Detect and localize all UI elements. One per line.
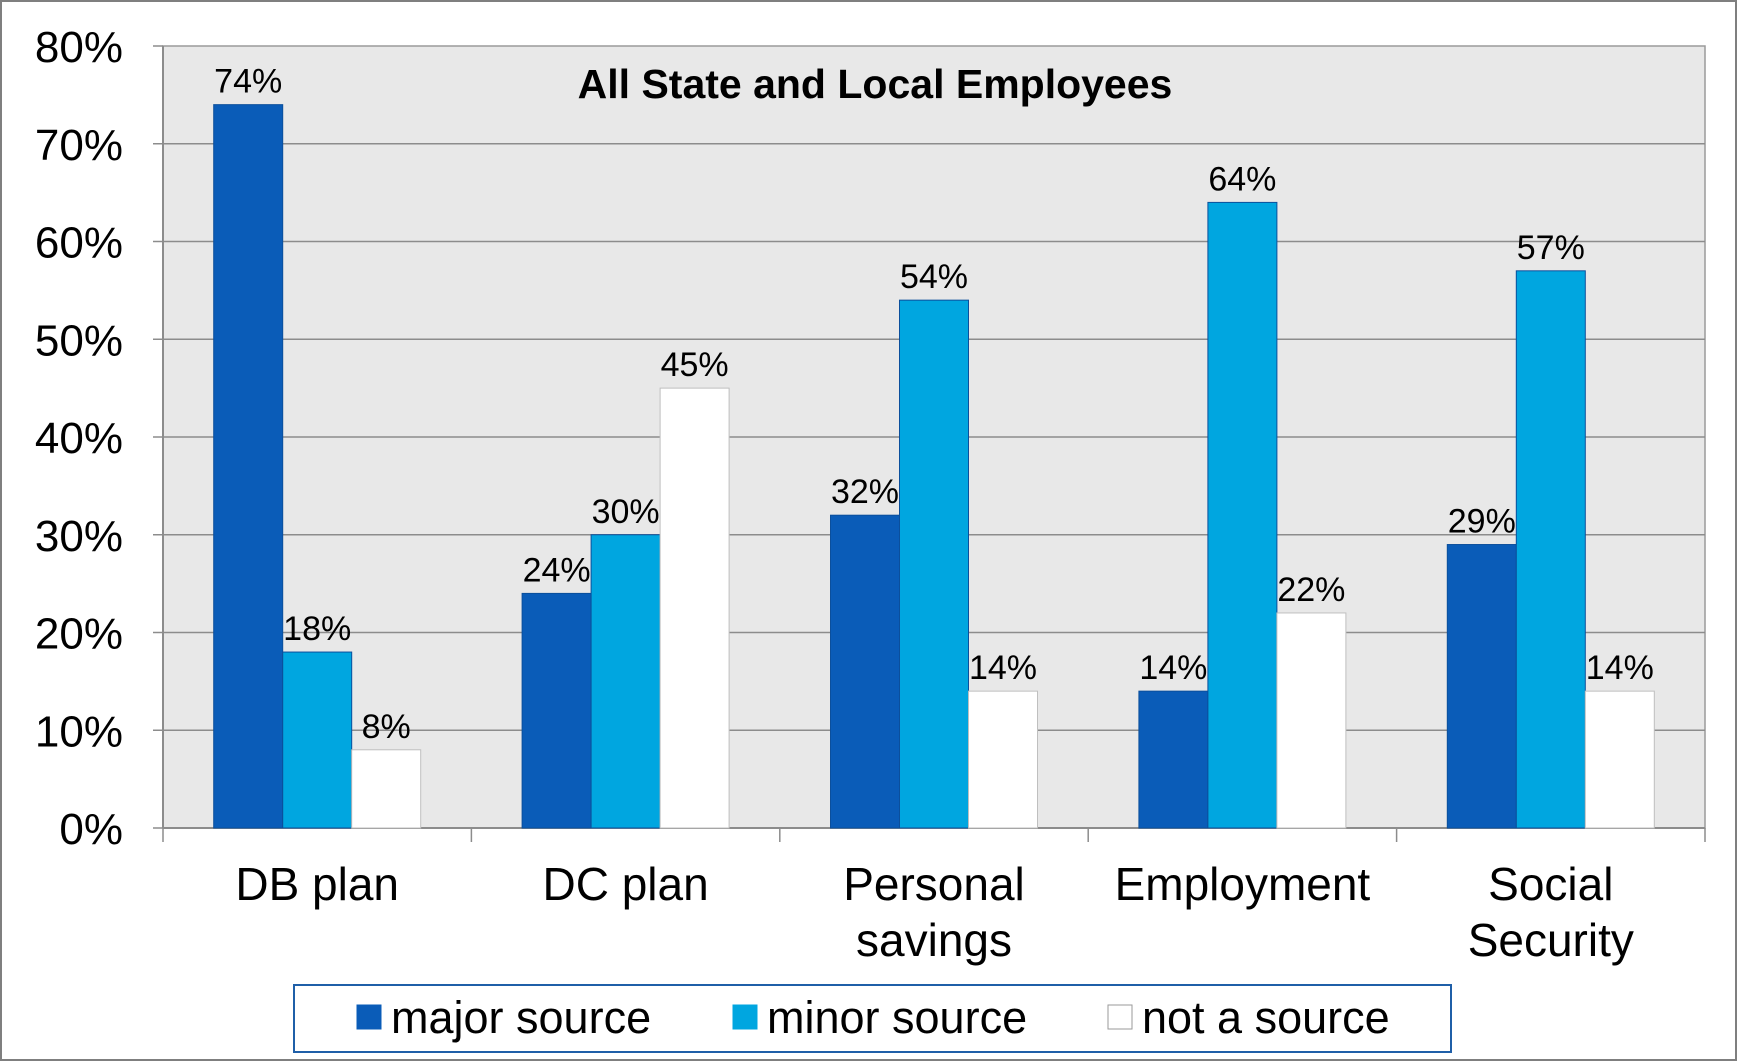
y-tick-label: 40%	[35, 414, 123, 463]
y-tick-label: 80%	[35, 23, 123, 72]
bar	[1446, 544, 1517, 829]
data-label: 32%	[831, 473, 899, 511]
x-tick-label: Employment	[1115, 858, 1371, 910]
x-tick-label: DC plan	[542, 858, 708, 910]
x-tick-label: savings	[856, 914, 1012, 966]
legend-box	[293, 984, 1452, 1053]
x-tick-label: DB plan	[235, 858, 399, 910]
data-label: 64%	[1208, 160, 1276, 198]
y-tick-label: 60%	[35, 219, 123, 268]
bar	[590, 534, 661, 829]
y-tick-label: 30%	[35, 512, 123, 561]
data-label: 22%	[1277, 571, 1345, 609]
legend-swatch	[732, 1004, 758, 1030]
y-tick-label: 20%	[35, 610, 123, 659]
chart-title: All State and Local Employees	[578, 61, 1173, 107]
x-tick-label: Personal	[843, 858, 1025, 910]
legend-label: major source	[391, 992, 651, 1043]
x-tick-label: Social	[1488, 858, 1613, 910]
legend-swatch	[1107, 1004, 1133, 1030]
data-label: 14%	[1139, 649, 1207, 687]
data-label: 54%	[900, 258, 968, 296]
bar	[351, 749, 422, 829]
data-label: 14%	[969, 649, 1037, 687]
y-tick-label: 50%	[35, 316, 123, 365]
bar	[213, 104, 284, 829]
x-tick-label: Security	[1468, 914, 1634, 966]
legend-swatch	[356, 1004, 382, 1030]
data-label: 29%	[1448, 503, 1516, 541]
data-label: 14%	[1586, 649, 1654, 687]
data-label: 74%	[214, 63, 282, 101]
y-tick-label: 70%	[35, 121, 123, 170]
bar	[1515, 270, 1586, 829]
data-label: 18%	[283, 610, 351, 648]
data-label: 24%	[523, 551, 591, 589]
bar	[1207, 201, 1278, 829]
bar	[830, 514, 900, 829]
data-label: 8%	[362, 708, 411, 746]
legend-label: minor source	[767, 992, 1027, 1043]
bar	[968, 690, 1038, 829]
bar	[659, 387, 730, 829]
data-label: 57%	[1517, 229, 1585, 267]
y-tick-label: 0%	[59, 805, 123, 854]
bar	[1584, 690, 1655, 829]
data-label: 45%	[661, 346, 729, 384]
bar	[899, 299, 969, 829]
legend-label: not a source	[1142, 992, 1390, 1043]
bar	[282, 651, 353, 829]
data-label: 30%	[592, 493, 660, 531]
bar	[1138, 690, 1209, 829]
bar	[1276, 612, 1347, 829]
bar	[521, 592, 592, 829]
y-tick-label: 10%	[35, 707, 123, 756]
